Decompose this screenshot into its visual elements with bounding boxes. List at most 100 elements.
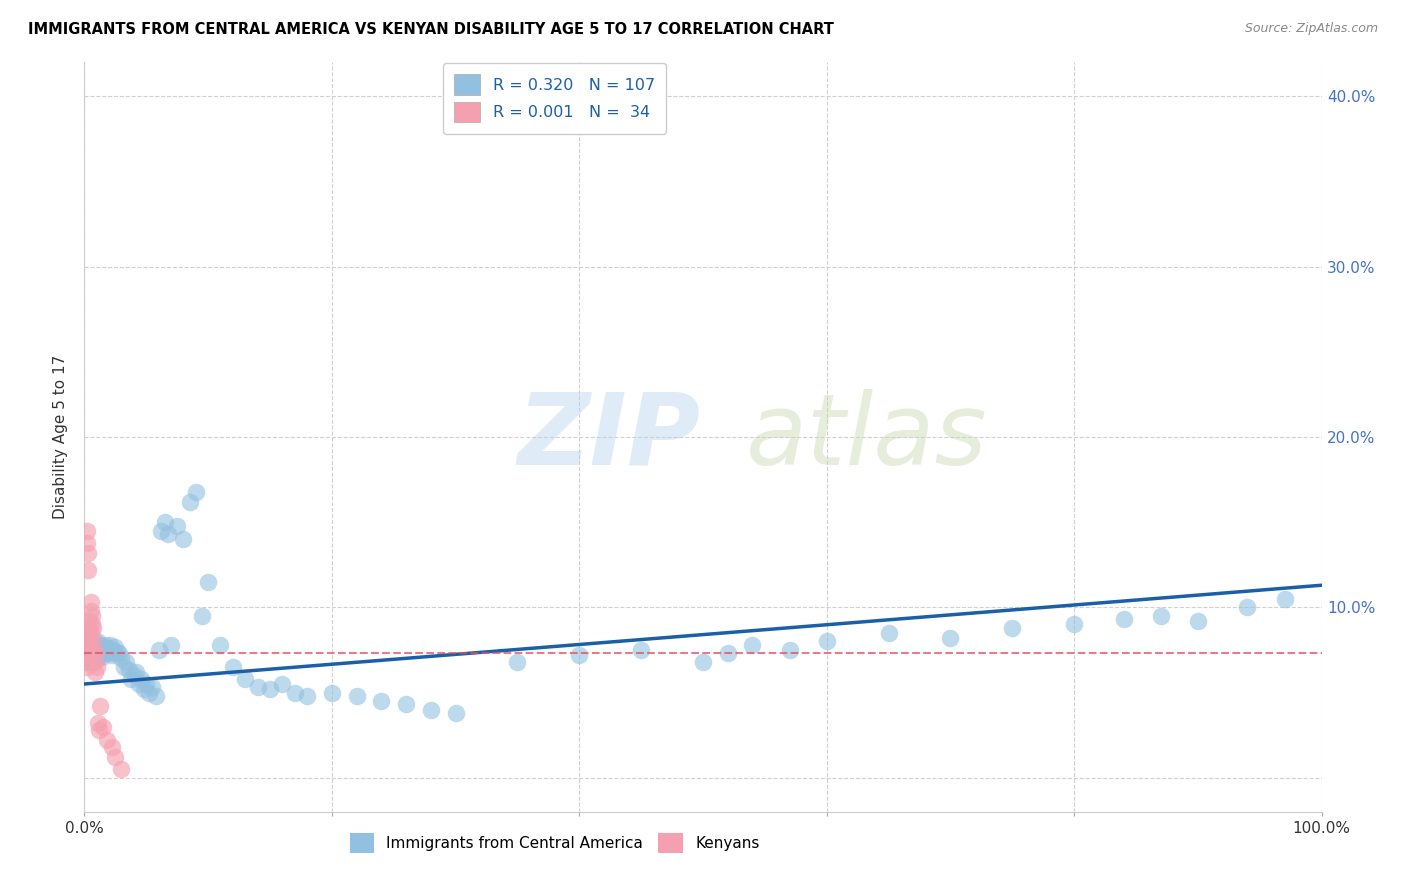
Point: [125, 665, 148, 679]
Legend: Immigrants from Central America, Kenyans: Immigrants from Central America, Kenyans: [342, 825, 768, 860]
Point: [76, 634, 98, 648]
Point: [84, 649, 107, 664]
Point: [98, 645, 121, 659]
Point: [80, 617, 103, 632]
Point: [87, 716, 110, 731]
Point: [79, 626, 101, 640]
Point: [96, 646, 118, 660]
Point: [83, 648, 105, 662]
Point: [939, 631, 962, 645]
Point: [98, 638, 121, 652]
Point: [779, 643, 801, 657]
Point: [103, 646, 125, 660]
Point: [129, 672, 152, 686]
Point: [1150, 608, 1173, 623]
Point: [115, 655, 138, 669]
Point: [1063, 617, 1085, 632]
Point: [75, 646, 97, 660]
Point: [321, 685, 343, 699]
Point: [1001, 621, 1024, 635]
Point: [79, 641, 101, 656]
Point: [506, 655, 529, 669]
Point: [75, 655, 97, 669]
Point: [86, 634, 108, 648]
Point: [83, 655, 105, 669]
Point: [692, 655, 714, 669]
Point: [122, 668, 145, 682]
Point: [82, 643, 104, 657]
Point: [815, 634, 838, 648]
Point: [76, 524, 98, 538]
Point: [79, 643, 101, 657]
Point: [77, 640, 100, 654]
Point: [83, 643, 105, 657]
Point: [1187, 614, 1209, 628]
Point: [89, 699, 111, 714]
Point: [79, 653, 101, 667]
Point: [568, 648, 591, 662]
Point: [197, 574, 219, 589]
Point: [630, 643, 652, 657]
Point: [77, 631, 100, 645]
Text: Source: ZipAtlas.com: Source: ZipAtlas.com: [1244, 22, 1378, 36]
Point: [86, 640, 108, 654]
Point: [80, 640, 103, 654]
Point: [141, 681, 163, 695]
Point: [76, 638, 98, 652]
Point: [877, 626, 900, 640]
Point: [271, 677, 294, 691]
Point: [77, 638, 100, 652]
Point: [246, 681, 269, 695]
Point: [79, 621, 101, 635]
Point: [84, 665, 107, 679]
Point: [1112, 612, 1135, 626]
Point: [80, 655, 103, 669]
Point: [91, 646, 114, 660]
Point: [84, 643, 107, 657]
Point: [395, 698, 418, 712]
Point: [79, 604, 101, 618]
Point: [82, 621, 104, 635]
Point: [89, 648, 111, 662]
Point: [110, 762, 132, 776]
Point: [346, 689, 368, 703]
Point: [79, 636, 101, 650]
Point: [82, 636, 104, 650]
Point: [87, 651, 110, 665]
Point: [1274, 591, 1296, 606]
Point: [717, 646, 740, 660]
Point: [100, 739, 122, 754]
Point: [76, 648, 98, 662]
Point: [172, 533, 194, 547]
Point: [104, 750, 127, 764]
Point: [132, 682, 155, 697]
Point: [89, 723, 111, 737]
Point: [75, 638, 97, 652]
Point: [1236, 600, 1258, 615]
Point: [84, 638, 107, 652]
Point: [89, 645, 111, 659]
Point: [79, 614, 101, 628]
Point: [222, 660, 245, 674]
Point: [84, 648, 107, 662]
Point: [145, 689, 167, 703]
Point: [91, 720, 114, 734]
Point: [259, 682, 281, 697]
Point: [93, 645, 115, 659]
Point: [83, 641, 105, 656]
Point: [76, 535, 98, 549]
Point: [118, 664, 141, 678]
Point: [128, 677, 150, 691]
Point: [120, 672, 142, 686]
Point: [112, 660, 135, 674]
Point: [295, 689, 318, 703]
Point: [419, 702, 441, 716]
Point: [79, 595, 101, 609]
Point: [138, 685, 160, 699]
Point: [77, 546, 100, 560]
Point: [86, 646, 108, 660]
Point: [97, 641, 120, 656]
Point: [100, 648, 122, 662]
Point: [101, 643, 124, 657]
Point: [166, 518, 188, 533]
